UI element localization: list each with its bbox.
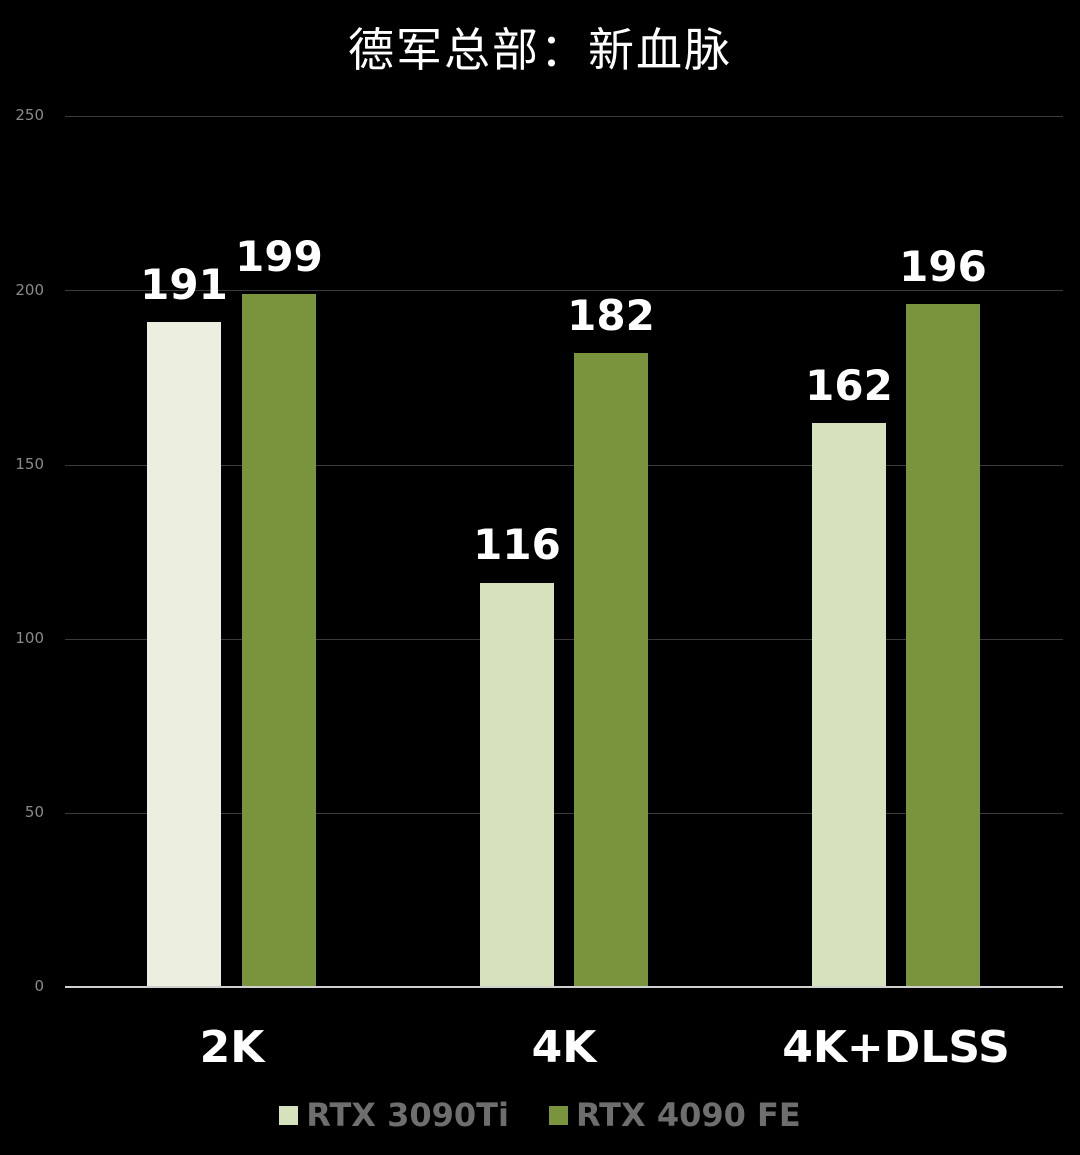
y-tick-200: 200 [15, 281, 44, 299]
x-axis-baseline [65, 986, 1063, 988]
gridline-100 [65, 639, 1063, 640]
gridline-50 [65, 813, 1063, 814]
legend-item-rtx3090ti: RTX 3090Ti [279, 1096, 509, 1134]
bar-4k-rtx4090fe [574, 353, 648, 987]
bar-4kdlss-rtx4090fe [906, 304, 980, 987]
gridline-250 [65, 116, 1063, 117]
legend: RTX 3090Ti RTX 4090 FE [0, 1096, 1080, 1134]
y-tick-0: 0 [34, 977, 44, 995]
value-label-4kdlss-rtx3090ti: 162 [805, 361, 893, 410]
bar-2k-rtx4090fe [242, 294, 316, 987]
chart-title: 德军总部：新血脉 [348, 23, 732, 77]
legend-item-rtx4090fe: RTX 4090 FE [548, 1096, 801, 1134]
category-label-4k: 4K [531, 1022, 597, 1073]
gridline-150 [65, 465, 1063, 466]
value-label-4kdlss-rtx4090fe: 196 [899, 242, 987, 291]
value-label-2k-rtx3090ti: 191 [140, 260, 228, 309]
legend-label-rtx4090fe: RTX 4090 FE [575, 1096, 801, 1134]
y-tick-250: 250 [15, 106, 44, 124]
bar-2k-rtx3090ti [147, 322, 221, 987]
legend-swatch-rtx4090fe [548, 1105, 568, 1125]
category-label-4k-dlss: 4K+DLSS [782, 1022, 1010, 1073]
bar-4k-rtx3090ti [480, 583, 554, 987]
value-label-2k-rtx4090fe: 199 [235, 232, 323, 281]
value-label-4k-rtx4090fe: 182 [567, 291, 655, 340]
value-label-4k-rtx3090ti: 116 [473, 520, 561, 569]
category-label-2k: 2K [199, 1022, 265, 1073]
y-tick-100: 100 [15, 629, 44, 647]
gridline-200 [65, 290, 1063, 291]
legend-swatch-rtx3090ti [279, 1105, 299, 1125]
y-tick-150: 150 [15, 455, 44, 473]
y-tick-50: 50 [24, 803, 44, 821]
legend-label-rtx3090ti: RTX 3090Ti [306, 1096, 509, 1134]
bar-4kdlss-rtx3090ti [812, 423, 886, 987]
